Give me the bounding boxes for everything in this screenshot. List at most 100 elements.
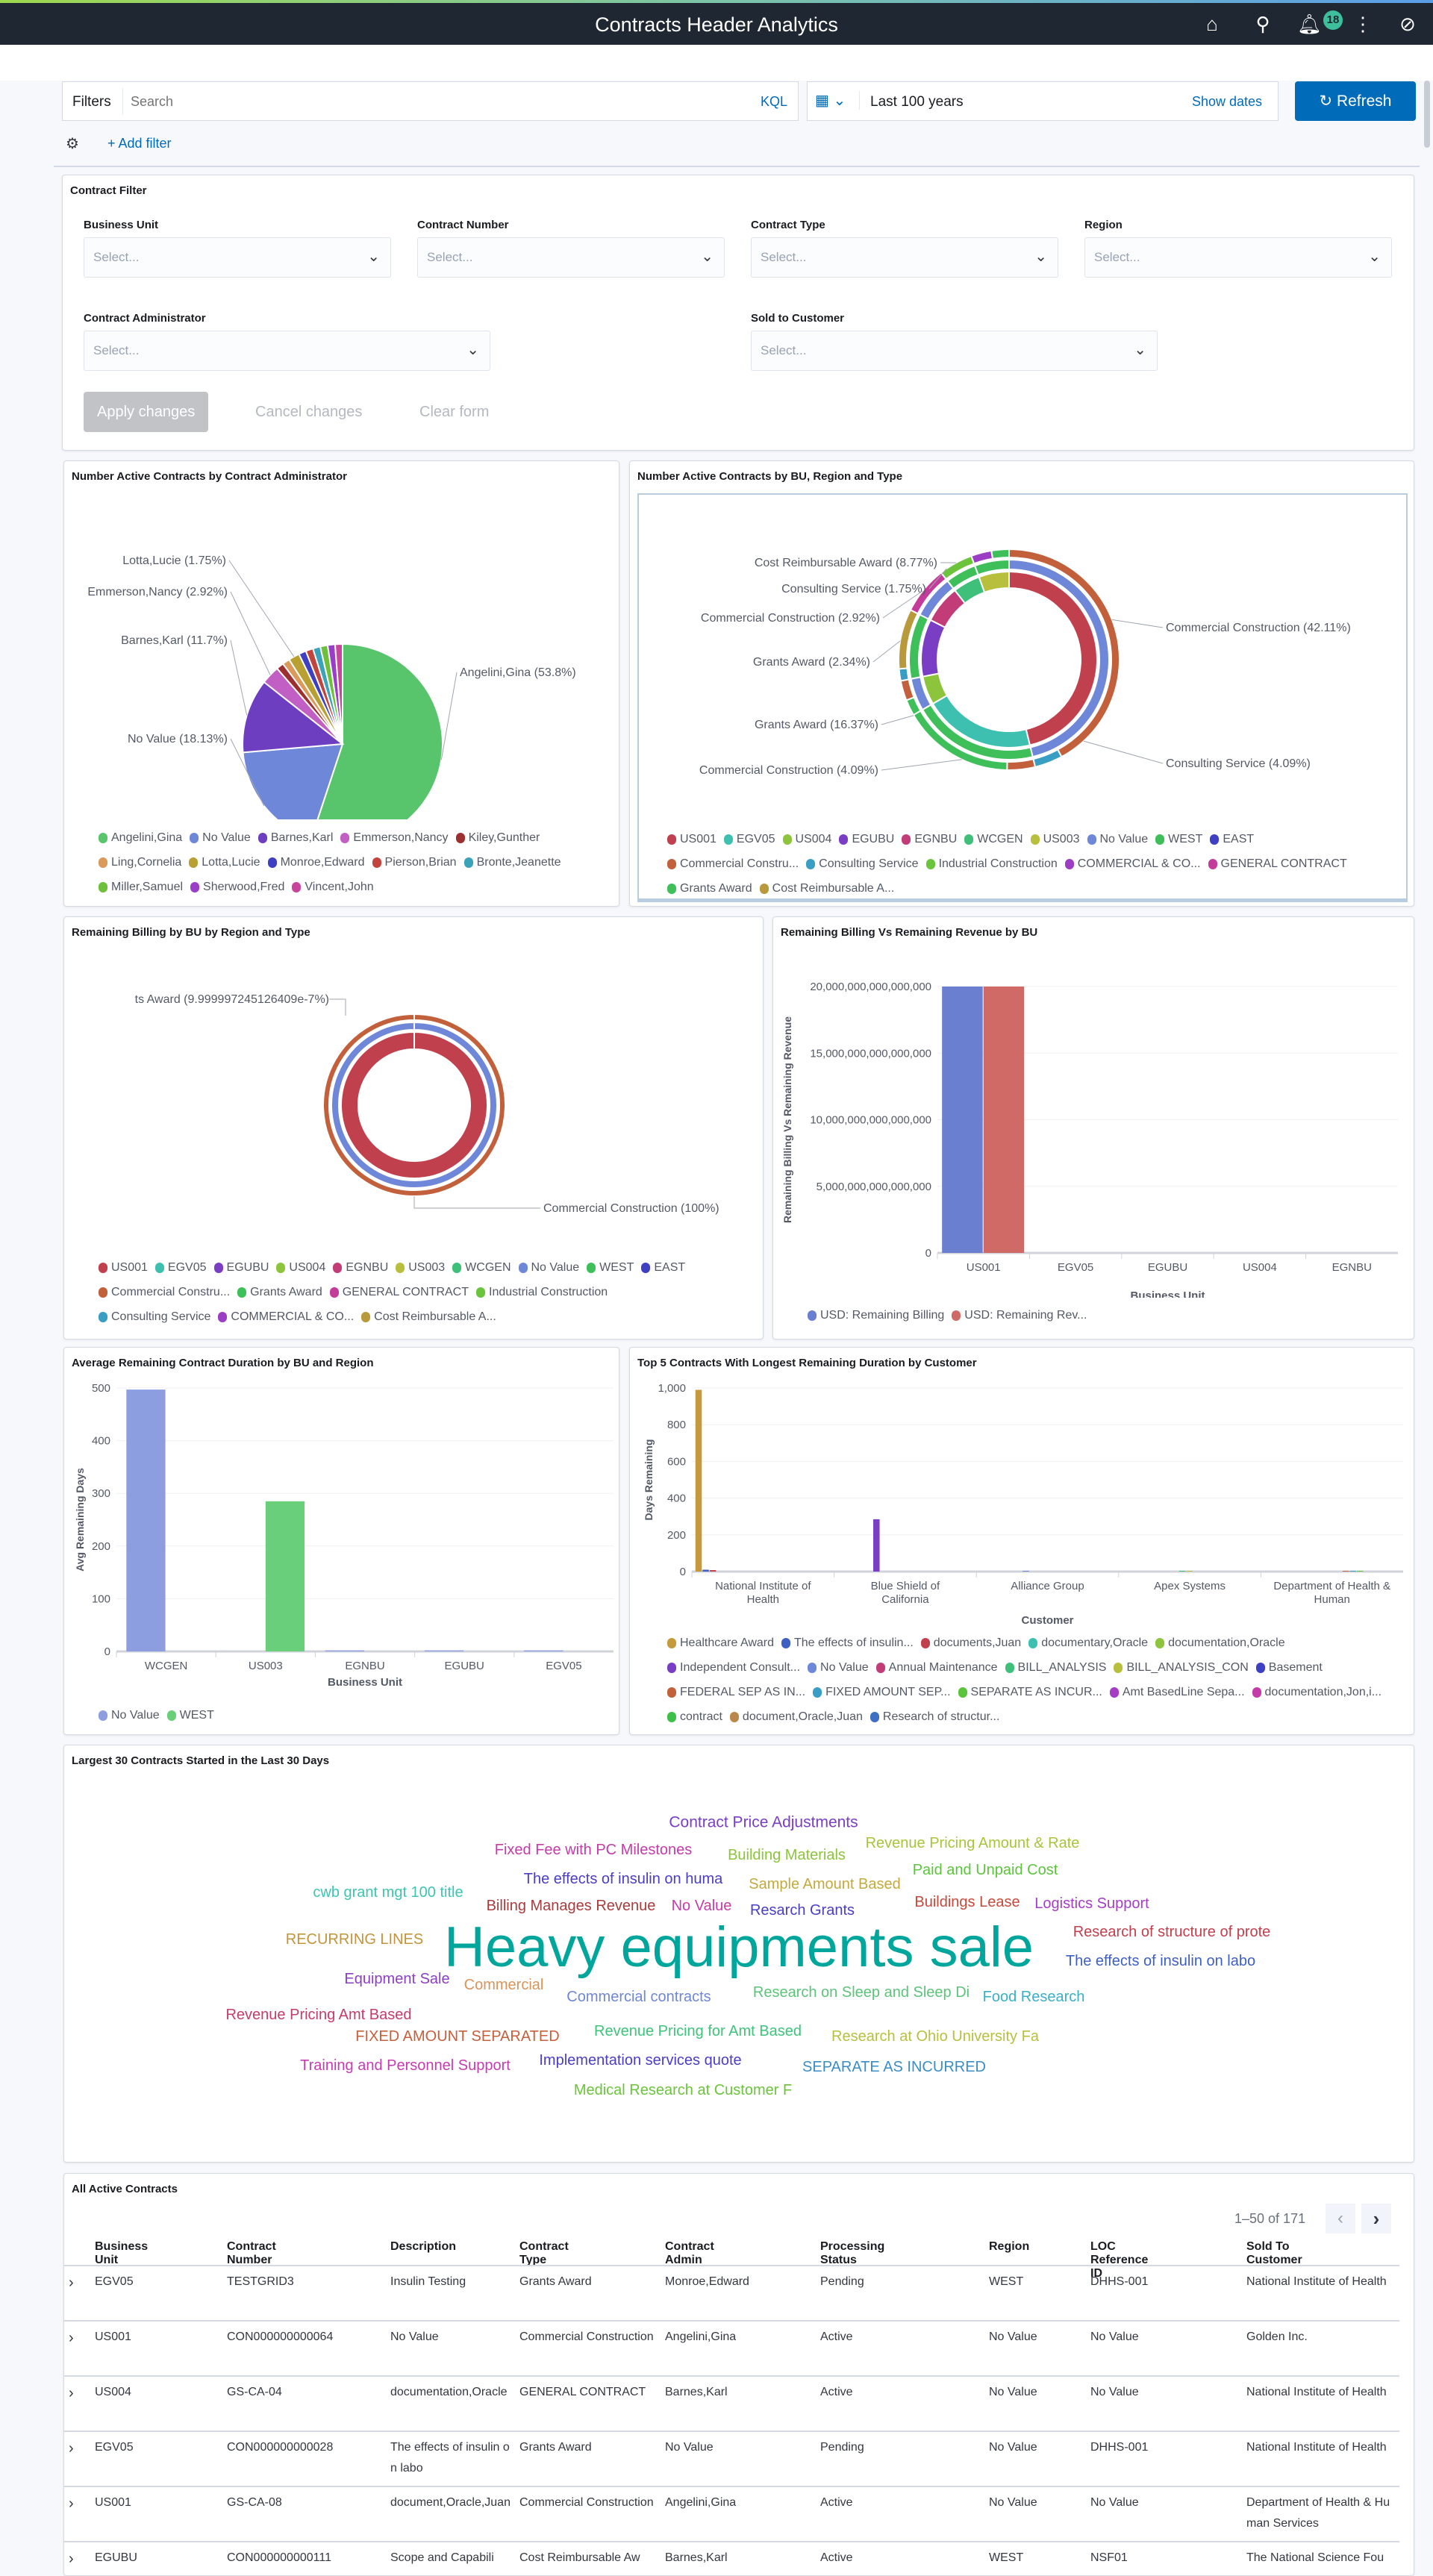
column-header[interactable]: Contract Type — [519, 2240, 569, 2267]
legend-item[interactable]: documentation,Oracle — [1155, 1636, 1285, 1651]
business-unit-select[interactable]: Select...⌄ — [84, 237, 391, 278]
page-scrollbar[interactable] — [1424, 81, 1430, 148]
legend-item[interactable]: Industrial Construction — [476, 1285, 608, 1300]
legend-item[interactable]: Angelini,Gina — [99, 831, 182, 845]
legend-item[interactable]: EAST — [641, 1260, 685, 1275]
legend-item[interactable]: FEDERAL SEP AS IN... — [667, 1685, 805, 1700]
legend-item[interactable]: documents,Juan — [921, 1636, 1021, 1651]
legend-item[interactable]: documentary,Oracle — [1028, 1636, 1148, 1651]
legend-item[interactable]: No Value — [519, 1260, 580, 1275]
legend-item[interactable]: BILL_ANALYSIS_CON — [1114, 1660, 1248, 1675]
legend-item[interactable]: WCGEN — [964, 832, 1023, 847]
legend-item[interactable]: EGV05 — [724, 832, 775, 847]
legend-item[interactable]: Commercial Constru... — [99, 1285, 230, 1300]
legend-item[interactable]: US001 — [99, 1260, 148, 1275]
legend-item[interactable]: GENERAL CONTRACT — [330, 1285, 469, 1300]
column-header[interactable]: Business Unit — [95, 2240, 148, 2267]
apply-changes-button[interactable]: Apply changes — [84, 392, 208, 432]
legend-item[interactable]: Cost Reimbursable A... — [760, 881, 895, 896]
sold-to-customer-select[interactable]: Select...⌄ — [751, 331, 1158, 371]
contract-type-select[interactable]: Select...⌄ — [751, 237, 1058, 278]
expand-row-chevron-icon[interactable]: › — [69, 2438, 87, 2459]
column-header[interactable]: Processing Status — [820, 2240, 884, 2267]
show-dates-link[interactable]: Show dates — [1192, 94, 1262, 110]
legend-item[interactable]: EGUBU — [839, 832, 894, 847]
legend-item[interactable]: Research of structur... — [870, 1710, 1000, 1725]
calendar-icon[interactable]: ▦ ⌄ — [815, 91, 860, 110]
legend-item[interactable]: No Value — [190, 831, 251, 845]
legend-item[interactable]: No Value — [808, 1660, 869, 1675]
legend-item[interactable]: GENERAL CONTRACT — [1208, 857, 1347, 872]
legend-item[interactable]: Consulting Service — [806, 857, 918, 872]
expand-row-chevron-icon[interactable]: › — [69, 2548, 87, 2569]
refresh-button[interactable]: ↻ Refresh — [1295, 81, 1416, 121]
legend-item[interactable]: Ling,Cornelia — [99, 855, 181, 870]
kql-toggle[interactable]: KQL — [761, 94, 787, 110]
column-header[interactable]: Description — [390, 2240, 456, 2254]
cancel-changes-button[interactable]: Cancel changes — [242, 392, 375, 432]
legend-item[interactable]: Cost Reimbursable A... — [361, 1310, 496, 1325]
contract-administrator-select[interactable]: Select...⌄ — [84, 331, 490, 371]
legend-item[interactable]: contract — [667, 1710, 722, 1725]
column-header[interactable]: Region — [989, 2240, 1029, 2254]
legend-item[interactable]: Lotta,Lucie — [189, 855, 260, 870]
legend-item[interactable]: Emmerson,Nancy — [340, 831, 448, 845]
legend-item[interactable]: USD: Remaining Rev... — [952, 1308, 1087, 1323]
legend-item[interactable]: Barnes,Karl — [258, 831, 334, 845]
previous-page-button[interactable]: ‹ — [1326, 2204, 1355, 2233]
legend-item[interactable]: EGNBU — [902, 832, 957, 847]
legend-item[interactable]: Grants Award — [667, 881, 752, 896]
legend-item[interactable]: Consulting Service — [99, 1310, 210, 1325]
legend-item[interactable]: FIXED AMOUNT SEP... — [813, 1685, 950, 1700]
legend-item[interactable]: WEST — [1155, 832, 1202, 847]
legend-item[interactable]: Industrial Construction — [926, 857, 1058, 872]
legend-item[interactable]: Sherwood,Fred — [190, 880, 284, 895]
legend-item[interactable]: Basement — [1256, 1660, 1323, 1675]
home-icon[interactable]: ⌂ — [1200, 12, 1224, 36]
next-page-button[interactable]: › — [1361, 2204, 1391, 2233]
column-header[interactable]: Sold To Customer — [1246, 2240, 1302, 2267]
legend-item[interactable]: COMMERCIAL & CO... — [1065, 857, 1201, 872]
gear-icon[interactable]: ⚙ — [66, 134, 79, 153]
legend-item[interactable]: Independent Consult... — [667, 1660, 800, 1675]
search-icon[interactable]: ⚲ — [1251, 12, 1275, 36]
legend-item[interactable]: Pierson,Brian — [372, 855, 457, 870]
legend-item[interactable]: Kiley,Gunther — [456, 831, 540, 845]
clear-form-button[interactable]: Clear form — [406, 392, 502, 432]
legend-item[interactable]: The effects of insulin... — [781, 1636, 914, 1651]
expand-row-chevron-icon[interactable]: › — [69, 2383, 87, 2404]
legend-item[interactable]: EAST — [1210, 832, 1254, 847]
legend-item[interactable]: document,Oracle,Juan — [730, 1710, 863, 1725]
more-vertical-icon[interactable]: ⋮ — [1351, 12, 1375, 36]
legend-item[interactable]: Grants Award — [237, 1285, 322, 1300]
legend-item[interactable]: USD: Remaining Billing — [808, 1308, 944, 1323]
legend-item[interactable]: documentation,Jon,i... — [1252, 1685, 1382, 1700]
legend-item[interactable]: Bronte,Jeanette — [464, 855, 561, 870]
legend-item[interactable]: US004 — [276, 1260, 325, 1275]
contract-number-select[interactable]: Select...⌄ — [417, 237, 725, 278]
legend-item[interactable]: Amt BasedLine Sepa... — [1110, 1685, 1245, 1700]
legend-item[interactable]: US003 — [396, 1260, 445, 1275]
legend-item[interactable]: Monroe,Edward — [268, 855, 365, 870]
legend-item[interactable]: SEPARATE AS INCUR... — [958, 1685, 1102, 1700]
legend-item[interactable]: US001 — [667, 832, 716, 847]
compass-icon[interactable]: ⊘ — [1396, 12, 1420, 36]
column-header[interactable]: Contract Number — [227, 2240, 276, 2267]
legend-item[interactable]: US003 — [1031, 832, 1080, 847]
column-header[interactable]: Contract Admin — [665, 2240, 714, 2267]
expand-row-chevron-icon[interactable]: › — [69, 2493, 87, 2514]
region-select[interactable]: Select...⌄ — [1084, 237, 1392, 278]
date-range[interactable]: Last 100 years — [870, 94, 964, 110]
legend-item[interactable]: Healthcare Award — [667, 1636, 774, 1651]
legend-item[interactable]: US004 — [783, 832, 832, 847]
legend-item[interactable]: Miller,Samuel — [99, 880, 183, 895]
legend-item[interactable]: BILL_ANALYSIS — [1005, 1660, 1107, 1675]
legend-item[interactable]: EGNBU — [333, 1260, 388, 1275]
add-filter-link[interactable]: + Add filter — [107, 136, 172, 151]
expand-row-chevron-icon[interactable]: › — [69, 2272, 87, 2293]
legend-item[interactable]: Commercial Constru... — [667, 857, 799, 872]
legend-item[interactable]: No Value — [99, 1708, 160, 1723]
search-input[interactable] — [122, 88, 719, 115]
bell-icon[interactable]: 🔔︎ — [1297, 12, 1321, 36]
legend-item[interactable]: COMMERCIAL & CO... — [218, 1310, 354, 1325]
